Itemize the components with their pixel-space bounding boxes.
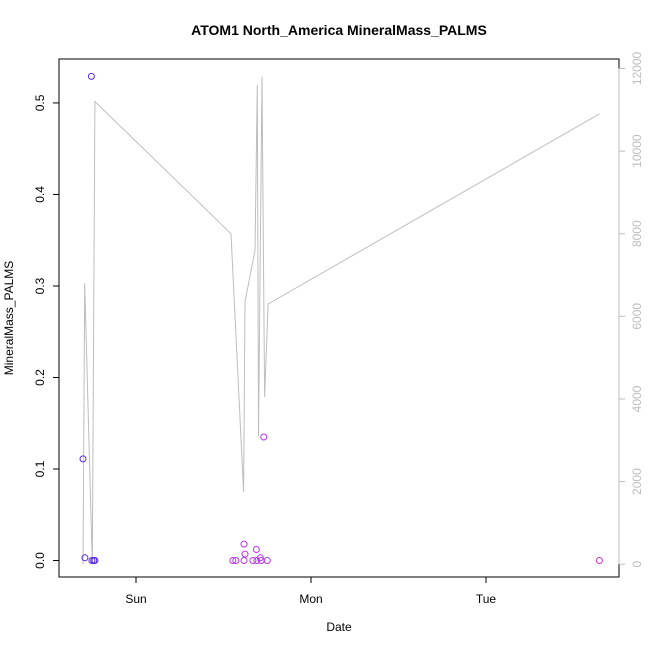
y2-tick-label: 2000 [630,468,644,495]
y-tick-label: 0.5 [33,94,47,111]
data-point [260,433,268,441]
y-tick-label: 0.1 [33,460,47,477]
data-point [240,557,248,564]
data-point [241,550,249,558]
x-tick-label: Mon [299,592,322,606]
data-point [595,557,603,564]
y2-tick-label: 10000 [630,134,644,168]
y2-tick-label: 4000 [630,385,644,412]
x-axis: Sun Mon Tue [125,576,497,606]
data-point [249,557,257,564]
data-point [232,557,240,564]
data-point [79,455,87,463]
y2-tick-label: 0 [630,561,644,568]
y-tick-label: 0.0 [33,552,47,569]
y-axis-left: 0.0 0.1 0.2 0.3 0.4 0.5 [33,94,60,569]
y-tick-label: 0.3 [33,277,47,294]
data-point [91,557,99,564]
data-point [81,554,89,562]
data-point [87,72,95,80]
chart-title: ATOM1 North_America MineralMass_PALMS [191,22,487,38]
x-tick-label: Sun [125,592,146,606]
data-point [252,546,260,553]
plot-frame [58,58,620,578]
data-point [229,557,237,564]
y2-tick-label: 6000 [630,303,644,330]
scatter-points [79,72,603,564]
y-tick-label: 0.4 [33,186,47,203]
x-tick-label: Tue [476,592,497,606]
data-point [263,557,271,564]
y2-tick-label: 8000 [630,220,644,247]
instrument-line-series [82,76,600,565]
x-axis-label: Date [326,620,352,634]
y2-tick-label: 12000 [630,51,644,85]
y-axis-right: 0 2000 4000 6000 8000 10000 12000 [618,51,644,568]
y-axis-label: MineralMass_PALMS [2,261,16,375]
y-tick-label: 0.2 [33,369,47,386]
data-point [240,540,248,548]
series-line [82,76,600,565]
